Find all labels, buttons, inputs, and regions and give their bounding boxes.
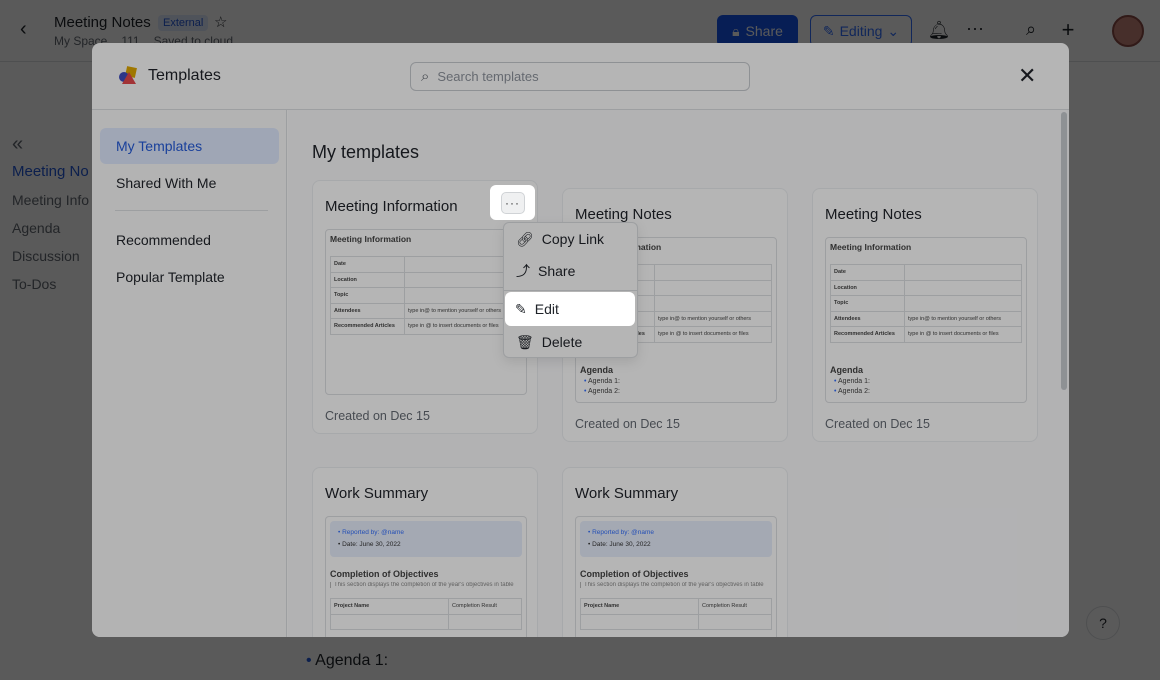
share-icon: ⤴ — [516, 263, 530, 279]
preview-cell: Recommended Articles — [330, 318, 405, 335]
sidebar-item-recommended[interactable]: Recommended — [116, 232, 211, 248]
template-card[interactable]: Work Summary • Reported by: @name • Date:… — [562, 467, 788, 637]
menu-label: Delete — [541, 334, 583, 350]
search-placeholder: Search templates — [437, 69, 539, 84]
card-created-date: Created on Dec 15 — [825, 417, 930, 431]
templates-logo-icon — [119, 66, 137, 84]
preview-reported: Reported by: @name — [592, 529, 654, 536]
scrollbar[interactable] — [1061, 112, 1067, 390]
preview-date: Date: June 30, 2022 — [342, 541, 401, 548]
card-title: Work Summary — [575, 485, 679, 502]
preview-heading: Completion of Objectives — [580, 569, 689, 579]
preview-agenda-item: Agenda 2: — [584, 388, 772, 395]
preview-reported: Reported by: @name — [342, 529, 404, 536]
template-card[interactable]: Meeting Information Meeting Information D… — [312, 180, 538, 434]
menu-label: Share — [538, 263, 576, 279]
preview-heading: Completion of Objectives — [330, 569, 439, 579]
card-created-date: Created on Dec 15 — [325, 409, 430, 423]
preview-agenda: Agenda — [830, 364, 864, 375]
preview-row: Topic — [830, 295, 1022, 312]
card-title: Work Summary — [325, 485, 429, 502]
sidebar-item-shared-with-me[interactable]: Shared With Me — [116, 175, 217, 191]
preview-agenda-item: Agenda 1: — [834, 378, 1022, 385]
preview-info-box: • Reported by: @name • Date: June 30, 202… — [580, 521, 772, 557]
card-title: Meeting Notes — [825, 206, 922, 223]
template-context-menu: 🔗︎ Copy Link ⤴ Share 🗑︎ Delete — [503, 222, 638, 358]
menu-item-copy-link[interactable]: 🔗︎ Copy Link — [504, 223, 637, 255]
search-templates-input[interactable]: ⌕ Search templates — [410, 62, 750, 91]
preview-quote: This section displays the completion of … — [580, 582, 772, 588]
section-title: My templates — [312, 142, 420, 162]
preview-agenda-item: Agenda 1: — [584, 378, 772, 385]
preview-heading: Meeting Information — [330, 234, 412, 244]
templates-grid: My templates Meeting Information Meeting… — [288, 110, 1069, 637]
divider — [504, 290, 637, 291]
card-title: Meeting Notes — [575, 206, 672, 223]
menu-item-share[interactable]: ⤴ Share — [504, 255, 637, 287]
menu-label: Copy Link — [541, 231, 605, 247]
preview-cell — [698, 613, 772, 630]
preview-row: Date — [330, 256, 522, 273]
preview-agenda-item: Agenda 2: — [834, 388, 1022, 395]
menu-item-delete[interactable]: 🗑︎ Delete — [504, 326, 637, 358]
preview-cell: type in @ to insert documents or files — [654, 326, 772, 343]
preview-date: Date: June 30, 2022 — [592, 541, 651, 548]
preview-cell — [448, 613, 522, 630]
menu-label: Edit — [534, 301, 559, 317]
modal-title: Templates — [148, 67, 221, 84]
template-card[interactable]: Work Summary • Reported by: @name • Date:… — [312, 467, 538, 637]
pencil-icon: ✎ — [515, 300, 527, 317]
templates-modal: Templates ⌕ Search templates ✕ My Templat… — [92, 43, 1069, 637]
card-created-date: Created on Dec 15 — [575, 417, 680, 431]
trash-icon: 🗑︎ — [516, 333, 534, 350]
template-sidebar: My Templates Shared With Me Recommended … — [92, 110, 287, 637]
preview-quote: This section displays the completion of … — [330, 582, 522, 588]
sidebar-item-my-templates[interactable]: My Templates — [100, 128, 279, 164]
preview-agenda: Agenda — [580, 364, 614, 375]
link-icon: 🔗︎ — [516, 230, 534, 247]
menu-item-edit[interactable]: ✎ Edit — [505, 292, 635, 326]
template-preview: • Reported by: @name • Date: June 30, 202… — [575, 516, 777, 637]
template-more-button[interactable]: ··· — [490, 185, 535, 220]
preview-cell: type in @ to insert documents or files — [904, 326, 1022, 343]
sidebar-item-popular-template[interactable]: Popular Template — [116, 269, 225, 285]
more-icon: ··· — [500, 191, 525, 214]
card-title: Meeting Information — [325, 198, 458, 215]
divider — [115, 210, 268, 211]
modal-header: Templates ⌕ Search templates ✕ — [92, 43, 1069, 110]
close-icon[interactable]: ✕ — [1018, 63, 1037, 88]
search-icon: ⌕ — [421, 68, 430, 85]
preview-info-box: • Reported by: @name • Date: June 30, 202… — [330, 521, 522, 557]
preview-heading: Meeting Information — [830, 242, 912, 252]
template-preview: • Reported by: @name • Date: June 30, 202… — [325, 516, 527, 637]
